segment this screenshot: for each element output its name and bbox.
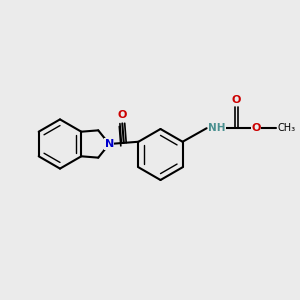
Text: N: N bbox=[105, 139, 114, 149]
Text: CH₃: CH₃ bbox=[277, 123, 295, 133]
Text: NH: NH bbox=[208, 123, 226, 133]
Text: O: O bbox=[251, 123, 261, 133]
Text: O: O bbox=[232, 95, 241, 105]
Text: O: O bbox=[118, 110, 127, 120]
